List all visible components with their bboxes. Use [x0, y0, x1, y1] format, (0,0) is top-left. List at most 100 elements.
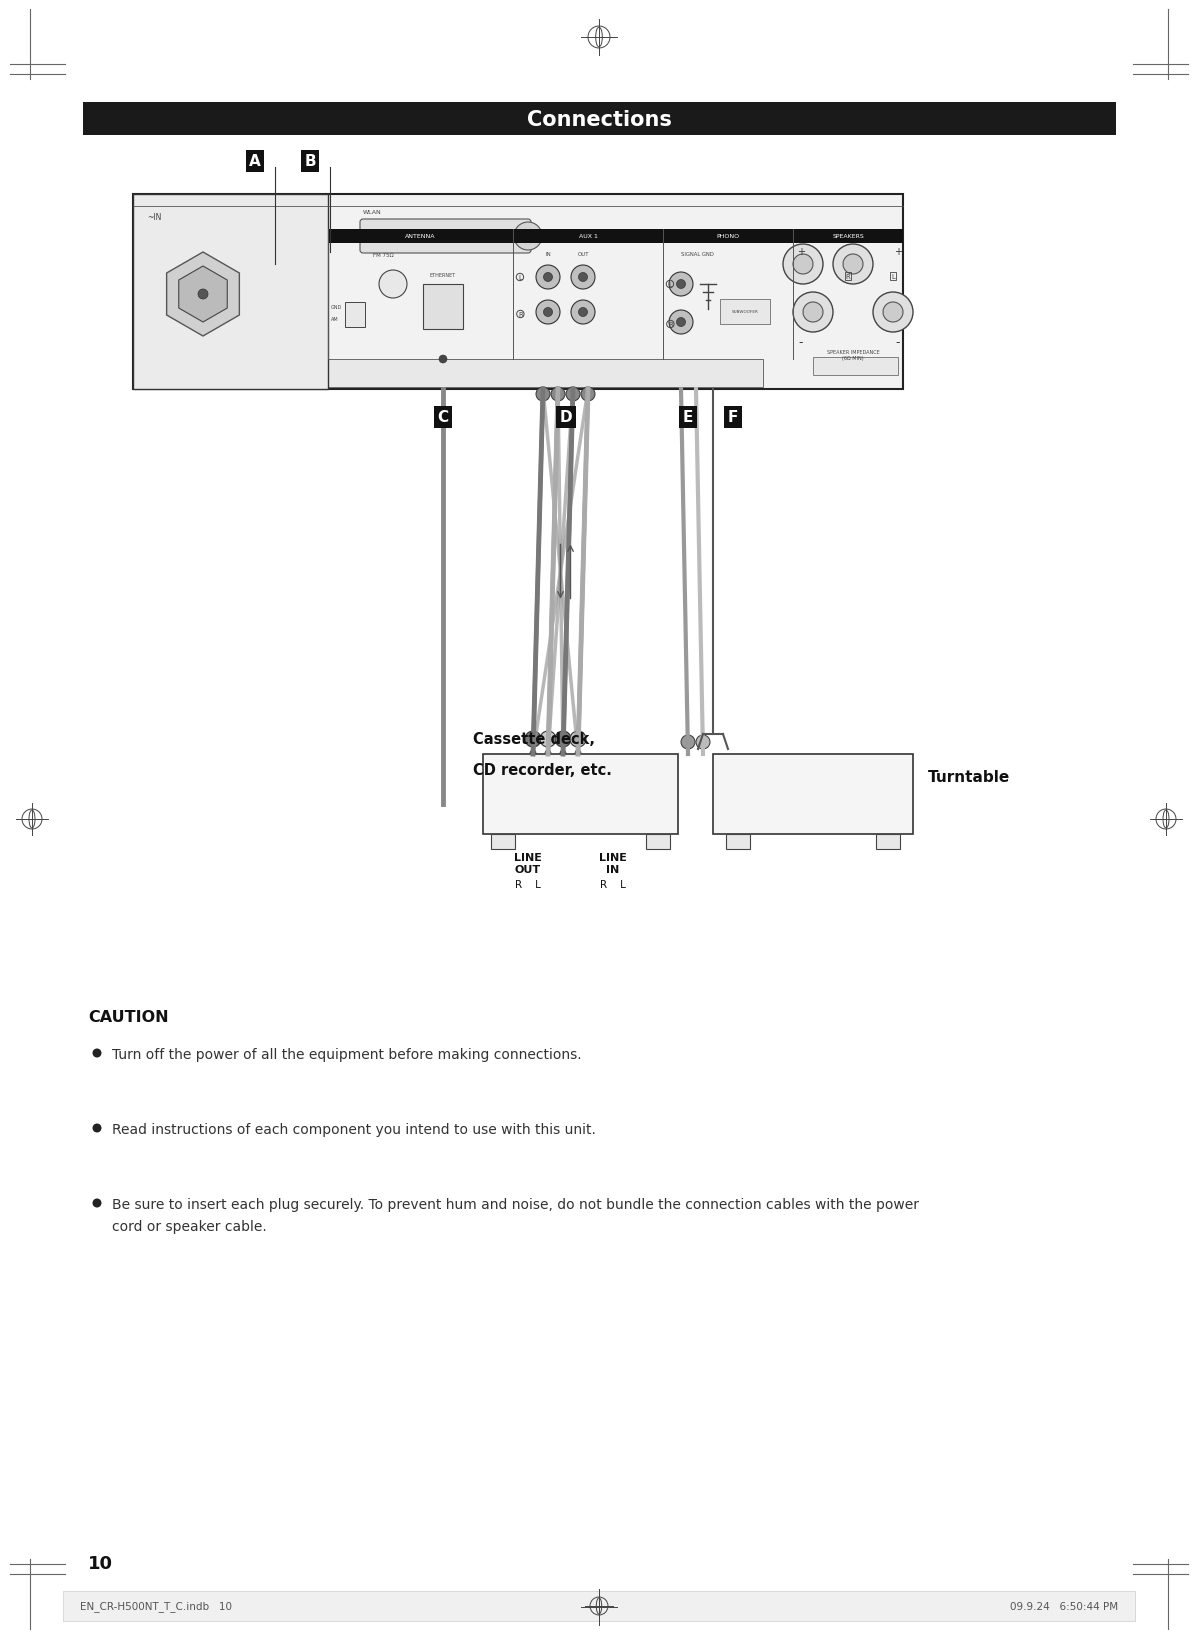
Bar [483, 754, 678, 834]
Text: Cassette deck,: Cassette deck, [473, 731, 595, 746]
Bar [328, 229, 513, 244]
Text: R    L: R L [515, 880, 541, 890]
Text: E: E [683, 410, 694, 425]
Circle shape [570, 731, 586, 747]
Circle shape [783, 244, 823, 285]
Text: R: R [668, 321, 673, 328]
Text: IN: IN [545, 252, 551, 257]
Text: R: R [846, 274, 851, 280]
Text: +: + [797, 247, 805, 257]
Circle shape [873, 293, 913, 333]
Circle shape [575, 751, 581, 757]
Circle shape [92, 1124, 102, 1133]
Text: L: L [518, 275, 522, 280]
Bar [793, 229, 903, 244]
Circle shape [668, 272, 692, 297]
Bar [646, 834, 670, 849]
Circle shape [677, 318, 685, 328]
Circle shape [579, 308, 587, 318]
Text: WLAN: WLAN [363, 210, 382, 215]
Circle shape [565, 388, 580, 402]
Bar [133, 195, 328, 390]
Text: Read instructions of each component you intend to use with this unit.: Read instructions of each component you … [111, 1123, 595, 1136]
Bar [813, 357, 898, 375]
Text: Turn off the power of all the equipment before making connections.: Turn off the power of all the equipment … [111, 1047, 581, 1062]
Text: SPEAKERS: SPEAKERS [833, 234, 864, 239]
Bar [726, 834, 750, 849]
Text: 10: 10 [87, 1554, 113, 1572]
Circle shape [379, 270, 407, 298]
Text: SPEAKER IMPEDANCE
(6Ω MIN): SPEAKER IMPEDANCE (6Ω MIN) [827, 349, 879, 361]
Circle shape [555, 731, 571, 747]
Circle shape [696, 736, 710, 749]
Circle shape [544, 274, 552, 282]
Circle shape [551, 388, 565, 402]
Circle shape [92, 1198, 102, 1208]
Bar [491, 834, 515, 849]
Text: Connections: Connections [527, 110, 671, 129]
Text: L: L [668, 282, 672, 288]
Circle shape [571, 302, 595, 325]
Bar [720, 300, 770, 325]
Text: SIGNAL GND: SIGNAL GND [680, 252, 714, 257]
Circle shape [559, 751, 565, 757]
Bar [143, 361, 763, 388]
Bar [345, 303, 365, 328]
Text: OUT: OUT [577, 252, 588, 257]
Bar [133, 195, 903, 390]
Bar [63, 1591, 1135, 1621]
Text: D: D [559, 410, 573, 425]
Circle shape [677, 280, 685, 290]
Text: A: A [249, 154, 261, 169]
Polygon shape [179, 267, 228, 323]
Text: EN_CR-H500NT_T_C.indb   10: EN_CR-H500NT_T_C.indb 10 [80, 1601, 232, 1611]
Bar [713, 754, 913, 834]
Circle shape [833, 244, 873, 285]
Circle shape [92, 1049, 102, 1057]
Text: ANTENNA: ANTENNA [405, 234, 436, 239]
Text: cord or speaker cable.: cord or speaker cable. [111, 1219, 267, 1233]
Text: GND: GND [331, 305, 343, 310]
Polygon shape [167, 252, 240, 336]
Text: F: F [728, 410, 738, 425]
Circle shape [843, 254, 863, 275]
Circle shape [530, 751, 536, 757]
Text: Be sure to insert each plug securely. To prevent hum and noise, do not bundle th: Be sure to insert each plug securely. To… [111, 1196, 919, 1211]
Text: L: L [891, 274, 895, 280]
Circle shape [793, 293, 833, 333]
Text: ETHERNET: ETHERNET [430, 272, 456, 279]
Circle shape [544, 308, 552, 318]
FancyBboxPatch shape [361, 220, 531, 254]
Circle shape [680, 736, 695, 749]
Bar [83, 103, 1117, 136]
Circle shape [536, 302, 559, 325]
Circle shape [579, 274, 587, 282]
Text: CD recorder, etc.: CD recorder, etc. [473, 762, 612, 777]
Text: LINE
OUT: LINE OUT [514, 852, 541, 874]
Text: LINE
IN: LINE IN [599, 852, 627, 874]
Circle shape [581, 388, 595, 402]
Circle shape [198, 290, 208, 300]
Circle shape [438, 356, 447, 364]
Text: Turntable: Turntable [928, 770, 1010, 785]
Text: AM: AM [331, 316, 339, 321]
Bar [513, 229, 662, 244]
Text: -: - [799, 336, 803, 349]
Circle shape [803, 303, 823, 323]
Text: R    L: R L [600, 880, 625, 890]
Text: SUBWOOFER: SUBWOOFER [732, 310, 758, 313]
Circle shape [545, 751, 551, 757]
Circle shape [793, 254, 813, 275]
Circle shape [514, 223, 541, 251]
Bar [662, 229, 793, 244]
Text: -: - [896, 336, 900, 349]
Text: FM 75Ω: FM 75Ω [373, 252, 394, 257]
Circle shape [883, 303, 903, 323]
Circle shape [540, 731, 556, 747]
Text: 09.9.24   6:50:44 PM: 09.9.24 6:50:44 PM [1010, 1601, 1118, 1611]
Circle shape [356, 233, 364, 241]
Circle shape [571, 266, 595, 290]
Text: B: B [304, 154, 316, 169]
Text: CAUTION: CAUTION [87, 1010, 169, 1024]
Bar [423, 285, 462, 329]
